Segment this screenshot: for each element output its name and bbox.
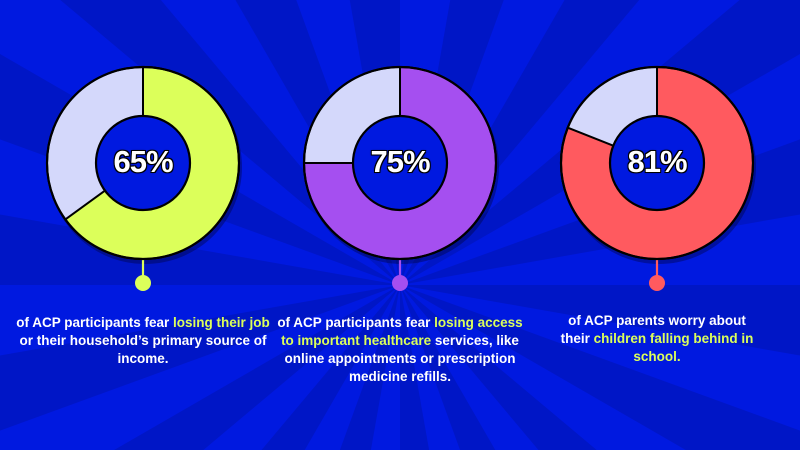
- caption-text: or their household’s primary source of i…: [19, 333, 267, 366]
- donut-chart-school: [559, 65, 756, 291]
- percentage-label: 65%: [113, 143, 174, 179]
- stat-card-school: 81% of ACP parents worry about their chi…: [527, 0, 787, 450]
- donut-hole: [351, 114, 449, 212]
- donut-outline: [302, 65, 498, 261]
- connector-dot: [392, 275, 408, 291]
- percentage-label: 75%: [370, 143, 431, 179]
- background-ray: [400, 285, 430, 450]
- stat-caption: of ACP parents worry about their childre…: [527, 312, 787, 366]
- stat-caption: of ACP participants fear losing access t…: [270, 314, 530, 386]
- caption-highlight: children falling behind in school.: [593, 331, 754, 364]
- caption-text: services, like online appointments or pr…: [284, 333, 519, 384]
- donut-hole: [608, 114, 706, 212]
- donut-outline: [45, 65, 241, 261]
- background-ray: [400, 285, 597, 450]
- background-ray: [400, 285, 800, 450]
- donut-chart-healthcare: [302, 65, 499, 291]
- background-ray: [0, 285, 400, 431]
- background-ray: [339, 285, 400, 450]
- donut-outline: [559, 65, 755, 261]
- stat-caption: of ACP participants fear losing their jo…: [13, 314, 273, 368]
- background-ray: [0, 214, 400, 285]
- caption-text: of ACP parents worry about their: [560, 313, 746, 346]
- connector-dot: [649, 275, 665, 291]
- donut-chart-job: [45, 65, 242, 291]
- background-ray: [400, 285, 496, 450]
- stat-card-healthcare: 75% of ACP participants fear losing acce…: [270, 0, 530, 450]
- connector-dot: [135, 275, 151, 291]
- caption-text: of ACP participants fear: [277, 315, 435, 330]
- background-ray: [261, 285, 400, 450]
- background-ray: [114, 285, 400, 450]
- donut-hole: [94, 114, 192, 212]
- background-ray: [0, 54, 400, 285]
- background-ray: [400, 285, 800, 356]
- caption-text: of ACP participants fear: [16, 315, 174, 330]
- caption-highlight: losing access to important healthcare: [281, 315, 523, 348]
- stat-card-job: 65% of ACP participants fear losing thei…: [13, 0, 273, 450]
- percentage-label: 81%: [627, 143, 688, 179]
- caption-highlight: losing their job: [173, 315, 270, 330]
